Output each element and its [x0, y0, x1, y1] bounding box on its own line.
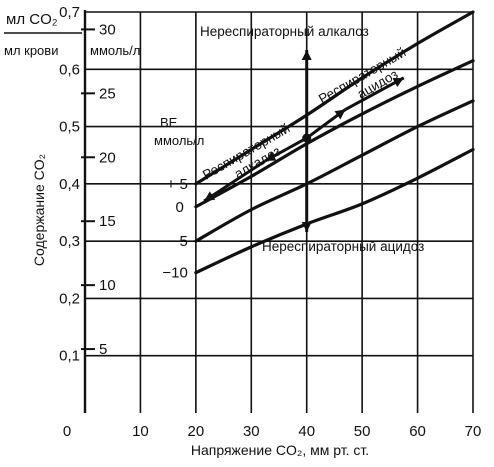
arrows: [203, 50, 405, 232]
grid: [85, 11, 474, 413]
left-unit-denominator: мл крови: [4, 43, 58, 58]
y-axis-title: Содержание CO₂: [31, 154, 47, 266]
x-tick-label: 60: [409, 423, 426, 440]
annotation-resp-acidosis: Респираторный ацидоз: [316, 45, 408, 107]
be-curve-3: [194, 147, 475, 275]
arrow-resp-alkalosis-a-head: [265, 151, 277, 161]
secondary-tick-label: 25: [99, 85, 116, 102]
series-label: −10: [162, 265, 187, 282]
secondary-tick-label: 15: [99, 213, 116, 230]
x-tick-label: 70: [465, 423, 482, 440]
x-tick-label: 20: [188, 423, 205, 440]
secondary-tick-label: 10: [99, 277, 116, 294]
secondary-tick-label: 20: [99, 149, 116, 166]
be-curves: + 5 0 − 5 −10: [162, 10, 475, 282]
series-label: 0: [176, 199, 184, 216]
y-tick-label: 0,7: [59, 4, 80, 21]
be-curve-0: [194, 10, 475, 186]
arrow-resp-acidosis-a-head: [334, 109, 346, 120]
be-curve-1: [194, 59, 475, 209]
x-tick-label: 0: [63, 423, 71, 440]
y-tick-label: 0,2: [59, 290, 80, 307]
left-unit-numerator: мл CO₂: [6, 11, 58, 28]
y-tick-label: 0,6: [59, 61, 80, 78]
series-label: + 5: [167, 176, 188, 193]
be-units: ммоль/л: [154, 133, 204, 148]
secondary-tick-label: 5: [99, 341, 107, 358]
x-axis-title: Напряжение CO₂, мм рт. ст.: [191, 442, 369, 458]
x-tick-label: 40: [298, 423, 315, 440]
arrow-non-resp-alkalosis-head: [301, 50, 312, 60]
series-label: − 5: [167, 233, 188, 250]
secondary-tick-label: 30: [99, 21, 116, 38]
be-title: BE: [160, 115, 178, 130]
x-tick-label: 10: [132, 423, 149, 440]
x-tick-label: 50: [354, 423, 371, 440]
y-tick-label: 0,4: [59, 176, 80, 193]
arrow-resp-acidosis-b-shaft: [344, 76, 405, 111]
y-tick-label: 0,3: [59, 233, 80, 250]
annotation-non-resp-acidosis: Нереспираторный ацидоз: [262, 239, 424, 254]
secondary-unit-label: ммоль/л: [90, 43, 140, 58]
x-tick-label: 30: [243, 423, 260, 440]
arrow-resp-alkalosis-b-head: [204, 191, 216, 202]
arrow-resp-acidosis-b-head: [392, 77, 404, 88]
arrow-resp-alkalosis-b-shaft: [203, 159, 266, 203]
y-tick-label: 0,1: [59, 348, 80, 365]
annotation-non-resp-alkalosis: Нереспираторный алкалоз: [200, 24, 369, 39]
axes: 0 10 20 30 40 50 60 70 0,1 0,2 0,3 0,4 0,5 0,6 0,7 5 10 1…: [59, 4, 481, 440]
y-tick-label: 0,5: [59, 119, 80, 136]
arrow-non-resp-acidosis-head: [301, 222, 312, 232]
be-curve-2: [194, 99, 475, 243]
